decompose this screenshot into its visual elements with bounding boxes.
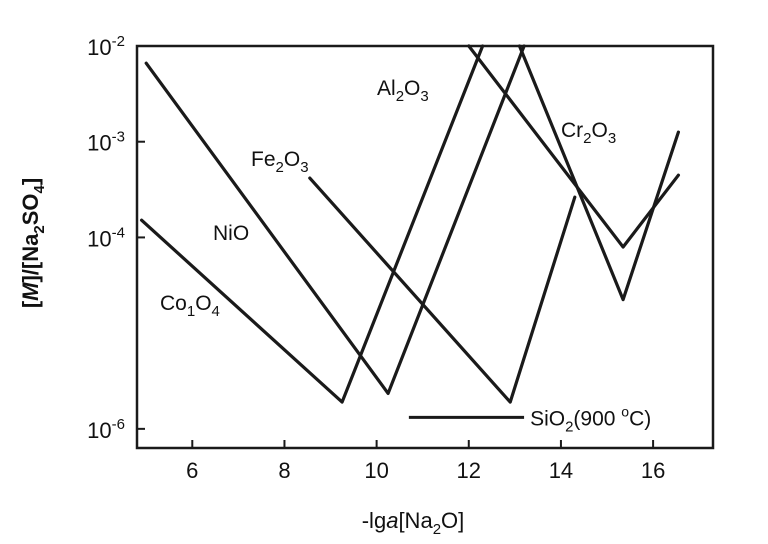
- x-tick-label: 14: [549, 458, 573, 483]
- series-line-cr2o3: [517, 44, 680, 302]
- series-line-nio: [144, 44, 526, 395]
- y-axis-title: [M]/[Na2SO4]: [18, 178, 48, 308]
- x-axis-title: -lga[Na2O]: [362, 508, 465, 538]
- y-tick-label: 10-2: [87, 33, 125, 60]
- series-label-fe2o3: Fe2O3: [251, 148, 309, 176]
- x-tick-label: 10: [364, 458, 388, 483]
- y-axis-title-text: [M]/[Na2SO4]: [18, 178, 48, 308]
- x-axis-title-text: -lga[Na2O]: [362, 508, 465, 538]
- y-axis-ticks: 10-2 10-3 10-4 10-6: [87, 33, 145, 443]
- x-axis-ticks: 6 8 10 12 14 16: [186, 440, 665, 483]
- series-label-al2o3: Al2O3: [377, 77, 429, 105]
- x-tick-label: 16: [641, 458, 665, 483]
- series-label-co3o4: Co1O4: [160, 292, 220, 320]
- series-line-fe2o3: [308, 176, 577, 404]
- y-tick-label: 10-3: [87, 129, 125, 156]
- y-tick-label: 10-4: [87, 224, 125, 251]
- plot-frame: [135, 44, 715, 450]
- series-line-al2o3: [467, 44, 680, 249]
- series-labels: Co1O4 NiO Fe2O3 Al2O3 Cr2O3: [160, 77, 616, 320]
- series-label-nio: NiO: [213, 222, 249, 245]
- x-tick-label: 12: [457, 458, 481, 483]
- series-curves: [140, 44, 680, 404]
- x-tick-label: 8: [278, 458, 290, 483]
- annotations: SiO2(900 oC): [408, 403, 651, 435]
- y-tick-label: 10-6: [87, 416, 125, 443]
- series-line-co3o4: [140, 44, 485, 404]
- series-label-cr2o3: Cr2O3: [561, 119, 616, 147]
- x-tick-label: 6: [186, 458, 198, 483]
- sio2-label: SiO2(900 oC): [530, 403, 651, 435]
